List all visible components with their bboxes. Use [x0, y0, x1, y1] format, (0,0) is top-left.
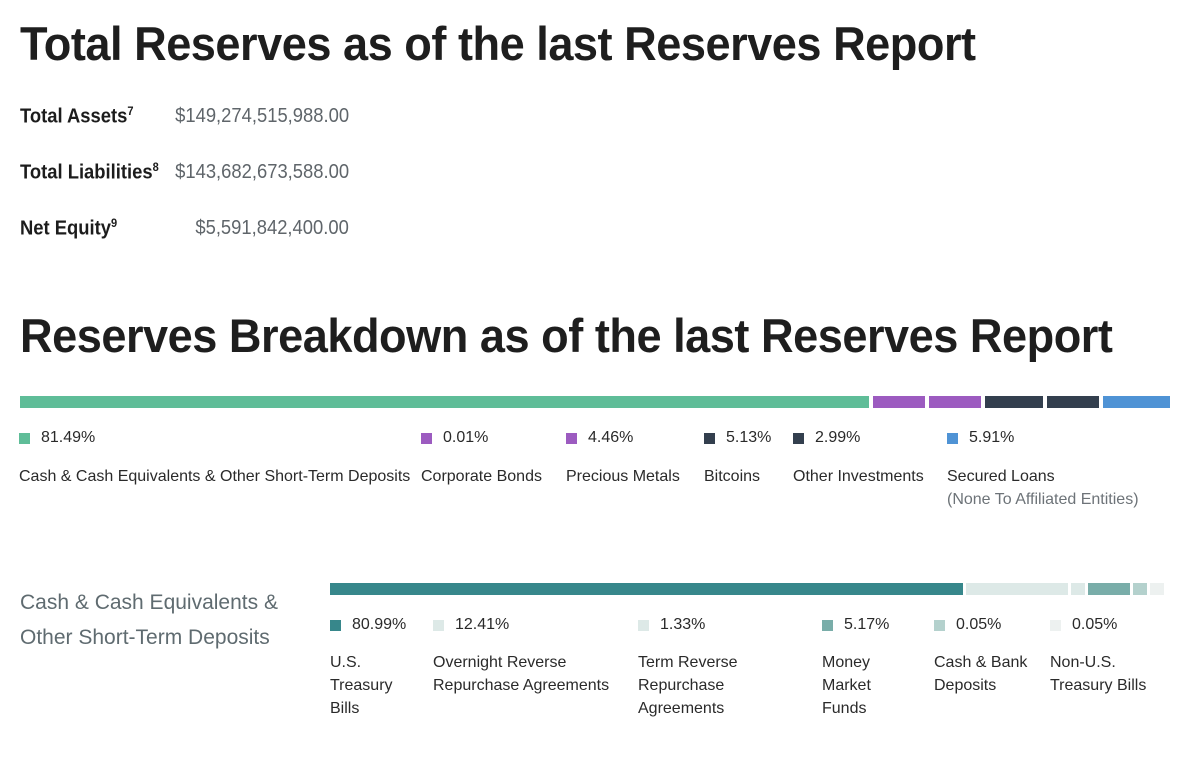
cash-title-line-1: Cash & Cash Equivalents & — [20, 591, 278, 614]
legend-item-cash-cash-equivalents-other-short-term-deposits: 81.49% Cash & Cash Equivalents & Other Sh… — [19, 429, 410, 488]
data-label: 12.41% — [455, 616, 510, 633]
legend-percent: 4.46% — [566, 429, 680, 447]
legend-percent: 0.05% — [1050, 616, 1160, 634]
legend-percent: 80.99% — [330, 616, 406, 634]
net-equity-value: $5,591,842,400.00 — [195, 217, 349, 239]
data-label: 5.91% — [969, 429, 1015, 446]
legend-item-money-market-funds: 5.17% Money Market Funds — [822, 616, 889, 720]
bar-segment-overnight-reverse-repurchase-agreements — [966, 583, 1068, 595]
total-assets-value: $149,274,515,988.00 — [175, 105, 349, 127]
total-liabilities-row: Total Liabilities8 $143,682,673,588.00 — [20, 160, 349, 190]
bar-segment-non-u-s-treasury-bills — [1150, 583, 1164, 595]
legend-swatch — [330, 619, 341, 631]
legend-item-cash-bank-deposits: 0.05% Cash & Bank Deposits — [934, 616, 1034, 697]
legend-item-term-reverse-repurchase-agreements: 1.33% Term Reverse Repurchase Agreements — [638, 616, 748, 720]
legend-category-label: Secured Loans — [947, 468, 1055, 485]
bar-segment-precious-metals — [929, 396, 982, 408]
bar-segment-u-s-treasury-bills — [330, 583, 964, 595]
legend-swatch — [19, 432, 30, 444]
bar-segment-cash-bank-deposits — [1133, 583, 1147, 595]
total-assets-label: Total Assets7 — [20, 104, 134, 128]
legend-category-label: Cash & Cash Equivalents & Other Short-Te… — [19, 468, 411, 485]
bar-segment-cash-cash-equivalents-other-short-term-deposits — [20, 396, 870, 408]
legend-category-label: Term Reverse Repurchase Agreements — [638, 654, 738, 717]
footnote-8: 8 — [152, 160, 159, 174]
legend-category-label: Bitcoins — [704, 468, 761, 485]
legend-percent: 0.05% — [934, 616, 1034, 634]
data-label: 0.05% — [1072, 616, 1118, 633]
cash-equivalents-chart-title: Cash & Cash Equivalents & Other Short-Te… — [20, 585, 278, 655]
legend-item-corporate-bonds: 0.01% Corporate Bonds — [421, 429, 542, 488]
legend-item-non-u-s-treasury-bills: 0.05% Non-U.S. Treasury Bills — [1050, 616, 1160, 697]
legend-swatch — [934, 619, 945, 631]
bar-segment-money-market-funds — [1087, 583, 1130, 595]
legend-item-precious-metals: 4.46% Precious Metals — [566, 429, 680, 488]
legend-swatch — [1050, 619, 1061, 631]
bar-segment-bitcoins — [985, 396, 1044, 408]
total-reserves-title: Total Reserves as of the last Reserves R… — [20, 17, 976, 70]
legend-percent: 0.01% — [421, 429, 542, 447]
legend-category-label: U.S. Treasury Bills — [330, 654, 393, 717]
bar-segment-other-investments — [1047, 396, 1100, 408]
bar-segment-secured-loans — [1103, 396, 1170, 408]
net-equity-row: Net Equity9 $5,591,842,400.00 — [20, 216, 349, 246]
reserves-breakdown-title: Reserves Breakdown as of the last Reserv… — [20, 309, 1113, 362]
legend-percent: 5.17% — [822, 616, 889, 634]
legend-percent: 2.99% — [793, 429, 924, 447]
total-assets-row: Total Assets7 $149,274,515,988.00 — [20, 104, 349, 134]
legend-swatch — [793, 432, 804, 444]
total-liabilities-value: $143,682,673,588.00 — [175, 161, 349, 183]
data-label: 0.05% — [956, 616, 1002, 633]
data-label: 5.13% — [726, 429, 772, 446]
data-label: 0.01% — [443, 429, 489, 446]
data-label: 2.99% — [815, 429, 861, 446]
legend-category-label: Cash & Bank Deposits — [934, 654, 1028, 694]
bar-segment-corporate-bonds — [873, 396, 926, 408]
legend-swatch — [822, 619, 833, 631]
data-label: 81.49% — [41, 429, 96, 446]
data-label: 4.46% — [588, 429, 634, 446]
legend-swatch — [947, 432, 958, 444]
cash-title-line-2: Other Short-Term Deposits — [20, 626, 270, 649]
legend-percent: 5.91% — [947, 429, 1139, 447]
reserves-breakdown-bar — [20, 396, 1170, 408]
data-label: 1.33% — [660, 616, 706, 633]
footnote-9: 9 — [110, 216, 118, 230]
data-label: 80.99% — [352, 616, 407, 633]
legend-item-bitcoins: 5.13% Bitcoins — [704, 429, 771, 488]
footnote-7: 7 — [127, 104, 134, 118]
cash-equivalents-bar — [330, 583, 1164, 595]
legend-category-label: Overnight Reverse Repurchase Agreements — [433, 654, 610, 694]
legend-item-overnight-reverse-repurchase-agreements: 12.41% Overnight Reverse Repurchase Agree… — [433, 616, 613, 697]
legend-item-other-investments: 2.99% Other Investments — [793, 429, 924, 488]
legend-swatch — [433, 619, 444, 631]
legend-category-label: Corporate Bonds — [421, 468, 542, 485]
total-liabilities-label: Total Liabilities8 — [20, 160, 159, 184]
legend-category-label: Money Market Funds — [822, 654, 871, 717]
legend-percent: 81.49% — [19, 429, 410, 447]
legend-swatch — [638, 619, 649, 631]
legend-percent: 12.41% — [433, 616, 613, 634]
legend-swatch — [704, 432, 715, 444]
legend-percent: 5.13% — [704, 429, 771, 447]
legend-percent: 1.33% — [638, 616, 748, 634]
legend-swatch — [566, 432, 577, 444]
legend-item-u-s-treasury-bills: 80.99% U.S. Treasury Bills — [330, 616, 406, 720]
legend-category-label: Non-U.S. Treasury Bills — [1050, 654, 1147, 694]
net-equity-label: Net Equity9 — [20, 216, 118, 240]
legend-sublabel: (None To Affiliated Entities) — [947, 491, 1139, 508]
legend-category-label: Precious Metals — [566, 468, 680, 485]
legend-swatch — [421, 432, 432, 444]
data-label: 5.17% — [844, 616, 890, 633]
legend-category-label: Other Investments — [793, 468, 924, 485]
bar-segment-term-reverse-repurchase-agreements — [1070, 583, 1085, 595]
legend-item-secured-loans: 5.91% Secured Loans (None To Affiliated En… — [947, 429, 1139, 511]
